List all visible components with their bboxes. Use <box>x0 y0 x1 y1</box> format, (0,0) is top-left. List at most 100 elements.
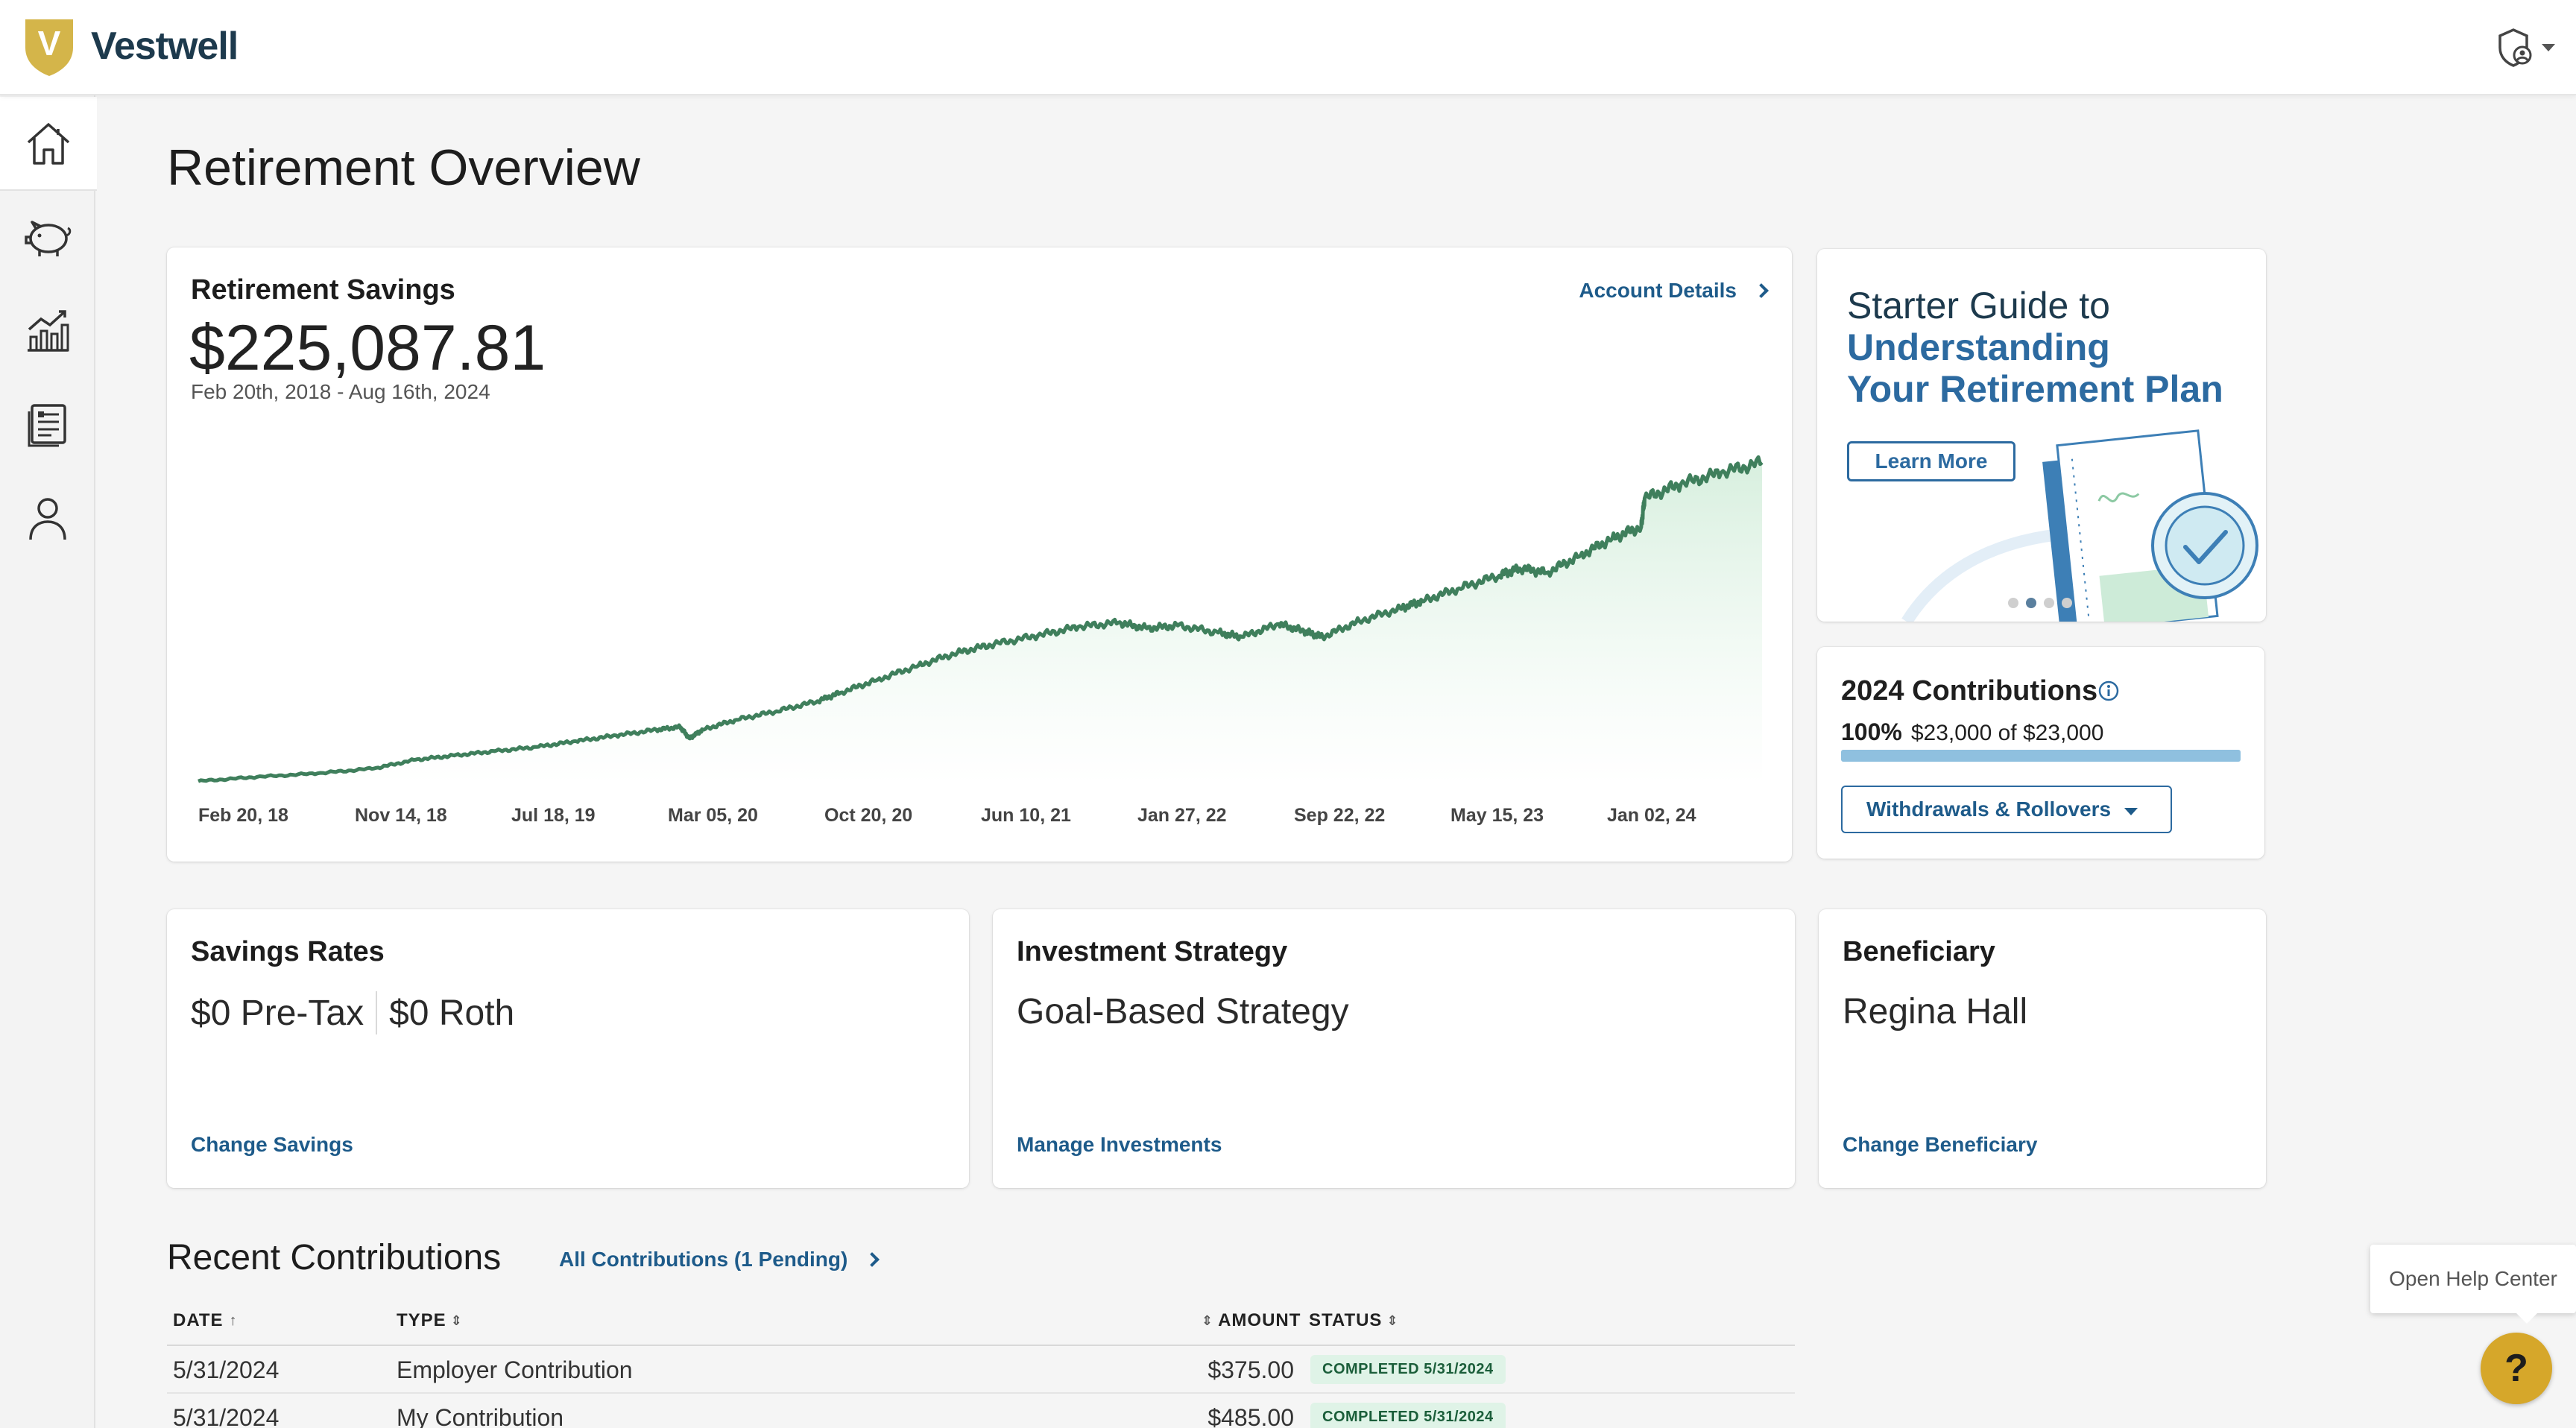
shield-logo-icon: V <box>25 19 73 76</box>
help-button[interactable]: ? <box>2481 1333 2552 1404</box>
contributions-progress-bar <box>1841 750 2241 762</box>
contributions-title: 2024 Contributions <box>1841 675 2098 707</box>
account-menu[interactable] <box>2491 25 2555 70</box>
contributions-summary: 100% $23,000 of $23,000 <box>1841 718 2103 746</box>
column-date[interactable]: DATE ↑ <box>173 1310 238 1331</box>
x-tick-label: Jan 02, 24 <box>1607 805 1696 826</box>
column-date-label: DATE <box>173 1310 224 1330</box>
contributions-card: 2024 Contributions 100% $23,000 of $23,00… <box>1817 647 2264 859</box>
contributions-percent: 100% <box>1841 718 1902 745</box>
change-beneficiary-link[interactable]: Change Beneficiary <box>1843 1133 2038 1156</box>
carousel-dot[interactable] <box>2062 598 2072 608</box>
chevron-down-icon <box>2542 44 2555 51</box>
row-date: 5/31/2024 <box>173 1356 280 1383</box>
x-tick-label: Nov 14, 18 <box>355 805 447 826</box>
sidebar-item-documents[interactable] <box>0 377 95 471</box>
shield-user-icon <box>2498 28 2532 67</box>
sort-icon: ⇕ <box>1386 1312 1399 1328</box>
carousel-dots <box>2008 598 2072 608</box>
withdrawals-rollovers-dropdown[interactable]: Withdrawals & Rollovers <box>1841 786 2172 833</box>
column-type-label: TYPE <box>397 1310 446 1330</box>
sidebar-item-savings[interactable] <box>0 189 95 283</box>
contributions-table-header: DATE ↑ TYPE ⇕ ⇕ AMOUNT STATUS ⇕ <box>167 1307 1795 1346</box>
column-status-label: STATUS <box>1309 1310 1383 1330</box>
savings-title: Retirement Savings <box>191 274 455 306</box>
sidebar-item-investments[interactable] <box>0 283 95 377</box>
growth-chart-icon <box>28 310 69 352</box>
investment-title: Investment Strategy <box>1017 936 1288 967</box>
savings-date-range: Feb 20th, 2018 - Aug 16th, 2024 <box>191 380 490 403</box>
x-tick-label: May 15, 23 <box>1450 805 1544 826</box>
sort-ascending-icon: ↑ <box>229 1312 238 1329</box>
savings-rates-card: Savings Rates $0 Pre-Tax $0 Roth Change … <box>167 909 969 1188</box>
guide-illustration <box>1901 429 2258 622</box>
savings-chart: Feb 20, 18 Nov 14, 18 Jul 18, 19 Mar 05, 20… <box>198 455 1764 826</box>
status-badge: COMPLETED 5/31/2024 <box>1310 1355 1506 1384</box>
guide-title-line3: Your Retirement Plan <box>1847 368 2223 410</box>
table-row[interactable]: 5/31/2024 Employer Contribution $375.00 … <box>167 1346 1795 1394</box>
savings-amount: $225,087.81 <box>189 312 546 384</box>
savings-line <box>198 455 1764 783</box>
carousel-dot[interactable] <box>2008 598 2018 608</box>
piggy-bank-icon <box>25 221 72 256</box>
x-tick-label: Jun 10, 21 <box>981 805 1071 826</box>
row-type: Employer Contribution <box>397 1356 633 1383</box>
vestwell-logo[interactable]: V Vestwell <box>22 15 239 78</box>
contributions-progress-fill <box>1841 750 2241 762</box>
column-type[interactable]: TYPE ⇕ <box>397 1310 467 1331</box>
status-badge: COMPLETED 5/31/2024 <box>1310 1403 1506 1428</box>
x-tick-label: Jul 18, 19 <box>511 805 596 826</box>
guide-title-line2: Understanding <box>1847 326 2110 368</box>
recent-contributions-title: Recent Contributions <box>167 1238 502 1277</box>
x-tick-label: Feb 20, 18 <box>198 805 288 826</box>
account-details-link[interactable]: Account Details <box>1579 279 1769 303</box>
table-row[interactable]: 5/31/2024 My Contribution $485.00 COMPLE… <box>167 1394 1795 1428</box>
carousel-dot[interactable] <box>2044 598 2054 608</box>
chevron-down-icon <box>2124 808 2138 815</box>
starter-guide-card: Starter Guide to Understanding Your Reti… <box>1817 249 2266 622</box>
account-details-label: Account Details <box>1579 279 1737 302</box>
sidebar-item-home[interactable] <box>0 97 97 191</box>
retirement-savings-card: Retirement Savings $225,087.81 Feb 20th,… <box>167 247 1792 862</box>
guide-title: Starter Guide to Understanding Your Reti… <box>1847 285 2223 410</box>
beneficiary-name: Regina Hall <box>1843 992 2028 1031</box>
x-tick-label: Sep 22, 22 <box>1294 805 1385 826</box>
carousel-dot-active[interactable] <box>2026 598 2036 608</box>
home-icon <box>27 123 70 165</box>
pretax-rate: $0 Pre-Tax <box>191 993 364 1033</box>
investment-strategy-value: Goal-Based Strategy <box>1017 992 1349 1031</box>
learn-more-button[interactable]: Learn More <box>1847 441 2015 481</box>
row-amount: $485.00 <box>1208 1404 1294 1428</box>
help-center-tooltip: Open Help Center <box>2370 1245 2576 1324</box>
manage-investments-link[interactable]: Manage Investments <box>1017 1133 1222 1156</box>
profile-icon <box>29 498 66 540</box>
top-bar: V Vestwell <box>0 0 2576 95</box>
row-date: 5/31/2024 <box>173 1404 280 1428</box>
chevron-right-icon <box>865 1252 880 1267</box>
column-amount-label: AMOUNT <box>1218 1310 1301 1330</box>
investment-strategy-card: Investment Strategy Goal-Based Strategy … <box>993 909 1795 1188</box>
sidebar-item-profile[interactable] <box>0 471 95 565</box>
info-icon[interactable] <box>2097 680 2120 702</box>
svg-text:V: V <box>38 24 61 63</box>
row-amount: $375.00 <box>1208 1356 1294 1383</box>
sort-icon: ⇕ <box>1202 1312 1214 1328</box>
savings-area <box>198 457 1762 784</box>
row-type: My Contribution <box>397 1404 564 1428</box>
brand-name: Vestwell <box>91 25 239 68</box>
x-tick-label: Jan 27, 22 <box>1137 805 1227 826</box>
change-savings-link[interactable]: Change Savings <box>191 1133 353 1156</box>
x-tick-label: Mar 05, 20 <box>668 805 758 826</box>
sort-icon: ⇕ <box>450 1312 463 1328</box>
roth-rate: $0 Roth <box>389 993 515 1033</box>
all-contributions-label: All Contributions (1 Pending) <box>559 1248 848 1271</box>
savings-rates-values: $0 Pre-Tax $0 Roth <box>191 991 514 1034</box>
column-status[interactable]: STATUS ⇕ <box>1309 1310 1404 1331</box>
column-amount[interactable]: ⇕ AMOUNT <box>1197 1310 1301 1331</box>
beneficiary-card: Beneficiary Regina Hall Change Beneficia… <box>1819 909 2266 1188</box>
all-contributions-link[interactable]: All Contributions (1 Pending) <box>559 1248 880 1271</box>
page-title: Retirement Overview <box>167 139 640 196</box>
documents-icon <box>28 404 66 447</box>
withdrawals-rollovers-label: Withdrawals & Rollovers <box>1866 797 2112 821</box>
x-tick-label: Oct 20, 20 <box>824 805 912 826</box>
